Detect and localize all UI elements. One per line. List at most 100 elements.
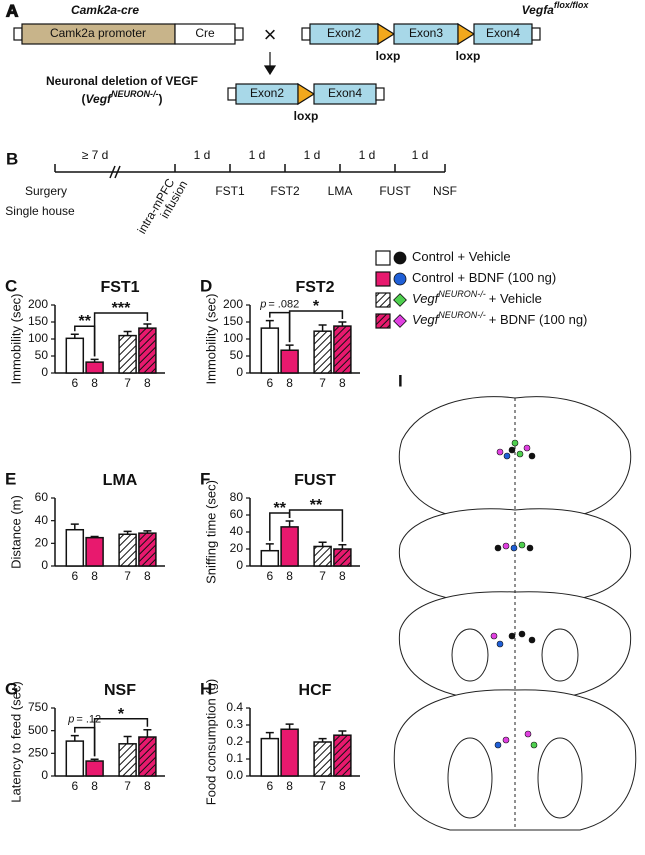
site-dot bbox=[518, 630, 526, 638]
y-tick-label: 80 bbox=[230, 490, 244, 504]
bar bbox=[85, 536, 104, 567]
legend-swatch bbox=[375, 292, 391, 308]
x-tick-label: 8 bbox=[286, 569, 293, 583]
chart-title: HCF bbox=[299, 682, 332, 699]
error-bar bbox=[123, 735, 132, 744]
y-axis-title: Food consumption (g) bbox=[203, 679, 218, 805]
bar bbox=[138, 327, 157, 374]
promoter-label: Camk2a promoter bbox=[50, 26, 146, 40]
significance-text: *** bbox=[112, 300, 131, 317]
exon-label: Exon3 bbox=[409, 26, 443, 40]
site-dot bbox=[523, 444, 531, 452]
site-dot bbox=[503, 452, 511, 460]
chart-title: LMA bbox=[103, 472, 138, 489]
p-symbol: p bbox=[67, 714, 74, 726]
x-tick-label: 7 bbox=[124, 376, 131, 390]
legend-dot bbox=[393, 293, 407, 307]
x-tick-label: 8 bbox=[91, 779, 98, 793]
site-dot bbox=[496, 640, 504, 648]
brain-section bbox=[398, 396, 632, 516]
site-dot bbox=[502, 736, 510, 744]
significance-text: ** bbox=[78, 313, 91, 330]
y-tick-label: 60 bbox=[230, 507, 244, 521]
brain-structure bbox=[541, 628, 579, 682]
error-bar bbox=[338, 730, 347, 736]
x-tick-label: 8 bbox=[144, 376, 151, 390]
y-tick-label: 0.4 bbox=[226, 700, 243, 714]
exon-label: Exon2 bbox=[327, 26, 361, 40]
legend-sup: NEURON-/- bbox=[438, 310, 486, 320]
legend-swatch bbox=[375, 250, 391, 266]
significance-label: ** bbox=[310, 497, 323, 514]
panel-label: F bbox=[200, 469, 210, 488]
x-tick-label: 6 bbox=[71, 779, 78, 793]
legend-label: VegfNEURON-/- + Vehicle bbox=[412, 289, 542, 306]
event-label: Surgery bbox=[25, 184, 67, 198]
error-bar bbox=[338, 321, 347, 327]
error-bar bbox=[123, 330, 132, 336]
chart-title: FST1 bbox=[100, 279, 139, 296]
bar bbox=[65, 740, 85, 777]
loxp-label: loxp bbox=[376, 49, 401, 63]
error-bar bbox=[90, 358, 99, 363]
floxed-name: Vegfa bbox=[522, 3, 555, 17]
error-bar bbox=[265, 319, 274, 329]
significance-text: * bbox=[313, 298, 320, 315]
site-dot bbox=[528, 636, 536, 644]
interval-label: 1 d bbox=[194, 148, 211, 162]
error-bar bbox=[265, 731, 274, 739]
brain-structure bbox=[447, 737, 493, 819]
cross-symbol: × bbox=[264, 22, 277, 47]
significance-label: ** bbox=[78, 313, 91, 330]
bar bbox=[65, 337, 85, 374]
p-symbol: p bbox=[259, 299, 266, 311]
bar bbox=[280, 728, 299, 777]
site-dot bbox=[508, 446, 516, 454]
x-tick-label: 8 bbox=[286, 779, 293, 793]
legend-text: Control + BDNF (100 ng) bbox=[412, 270, 556, 285]
legend-italic: Vegf bbox=[412, 291, 440, 306]
significance-text: ** bbox=[310, 497, 323, 514]
legend-italic: Vegf bbox=[412, 312, 440, 327]
bar bbox=[280, 526, 299, 567]
error-bar bbox=[70, 734, 79, 742]
x-tick-label: 6 bbox=[266, 569, 273, 583]
y-axis-title: Sniffing time (sec) bbox=[203, 480, 218, 584]
error-bar bbox=[70, 333, 79, 339]
exon-label: Exon2 bbox=[250, 86, 284, 100]
bar bbox=[260, 737, 280, 777]
bar bbox=[333, 734, 352, 777]
y-tick-label: 150 bbox=[223, 314, 243, 328]
panel-label: E bbox=[5, 469, 16, 488]
exon-label: Exon4 bbox=[486, 26, 520, 40]
driver-name: Camk2a-cre bbox=[71, 3, 139, 17]
loxp-site bbox=[297, 82, 316, 106]
x-tick-label: 7 bbox=[124, 569, 131, 583]
error-bar bbox=[285, 344, 294, 351]
significance-text: * bbox=[118, 706, 125, 723]
floxed-title: Vegfaflox/flox bbox=[522, 0, 590, 17]
error-bar bbox=[318, 737, 327, 742]
error-bar bbox=[285, 723, 294, 730]
y-tick-label: 200 bbox=[223, 297, 243, 311]
construct-end bbox=[13, 27, 23, 41]
error-bar bbox=[123, 530, 132, 535]
significance-text: = .12 bbox=[76, 714, 101, 726]
significance-label: ** bbox=[273, 500, 286, 517]
bar bbox=[65, 528, 85, 567]
error-bar bbox=[285, 520, 294, 527]
panel-label: I bbox=[398, 371, 403, 390]
legend-dot bbox=[393, 251, 407, 265]
bar bbox=[260, 549, 280, 567]
deletion-title: Neuronal deletion of VEGF bbox=[46, 74, 198, 88]
y-tick-label: 0.2 bbox=[226, 734, 243, 748]
x-tick-label: 7 bbox=[319, 569, 326, 583]
site-dot bbox=[511, 439, 519, 447]
y-tick-label: 20 bbox=[230, 541, 244, 555]
y-tick-label: 0.0 bbox=[226, 768, 243, 782]
exon-label: Exon4 bbox=[328, 86, 362, 100]
interval-label: 1 d bbox=[249, 148, 266, 162]
significance-label: *** bbox=[112, 300, 131, 317]
